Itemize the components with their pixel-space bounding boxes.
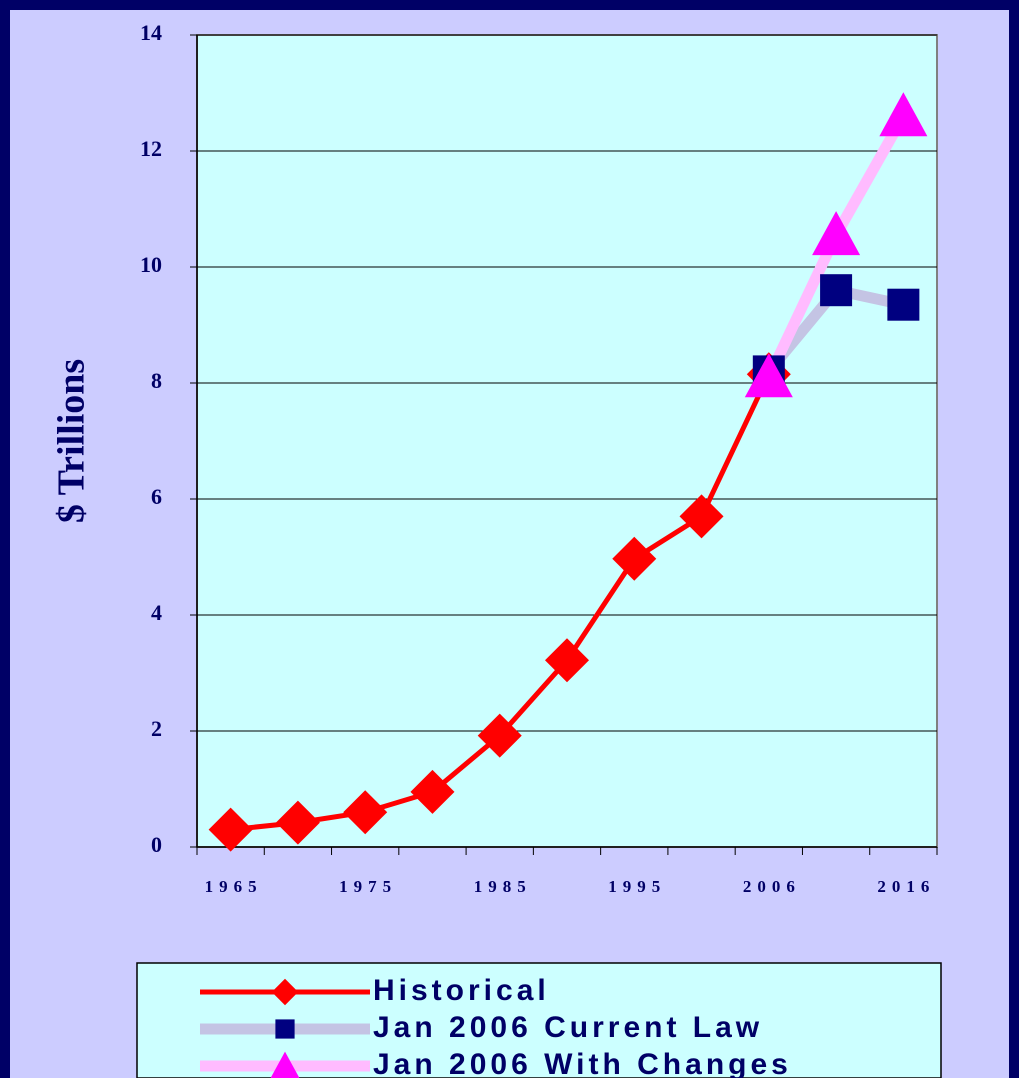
x-tick-label: 2006 bbox=[743, 877, 801, 896]
marker bbox=[820, 274, 853, 307]
marker bbox=[612, 536, 657, 581]
marker bbox=[679, 494, 724, 539]
x-tick-label: 1975 bbox=[339, 877, 397, 896]
marker bbox=[812, 211, 861, 256]
y-tick-label: 10 bbox=[140, 252, 162, 277]
marker bbox=[275, 800, 320, 845]
marker bbox=[879, 92, 928, 137]
marker bbox=[477, 713, 522, 758]
y-tick-label: 14 bbox=[140, 20, 162, 45]
y-tick-label: 4 bbox=[151, 600, 162, 625]
legend-label: Historical bbox=[373, 974, 550, 1007]
y-tick-label: 8 bbox=[151, 368, 162, 393]
marker bbox=[887, 288, 920, 321]
marker bbox=[271, 978, 299, 1006]
y-tick-label: 6 bbox=[151, 484, 162, 509]
legend-label: Jan 2006 Current Law bbox=[373, 1011, 763, 1044]
y-tick-label: 2 bbox=[151, 716, 162, 741]
marker bbox=[275, 1019, 295, 1039]
marker bbox=[545, 638, 589, 683]
legend bbox=[136, 962, 942, 1078]
y-tick-label: 0 bbox=[151, 832, 162, 857]
marker bbox=[208, 807, 253, 852]
y-tick-label: 12 bbox=[140, 136, 162, 161]
x-tick-label: 1965 bbox=[205, 877, 263, 896]
marker bbox=[744, 353, 793, 398]
marker bbox=[410, 769, 455, 814]
plot-area bbox=[196, 34, 938, 848]
legend-label: Jan 2006 With Changes bbox=[373, 1048, 792, 1078]
x-tick-label: 1995 bbox=[608, 877, 666, 896]
y-axis-label: $ Trillions bbox=[51, 359, 93, 523]
x-tick-label: 1985 bbox=[474, 877, 532, 896]
marker bbox=[270, 1051, 300, 1078]
x-tick-label: 2016 bbox=[877, 877, 935, 896]
marker bbox=[343, 790, 388, 835]
